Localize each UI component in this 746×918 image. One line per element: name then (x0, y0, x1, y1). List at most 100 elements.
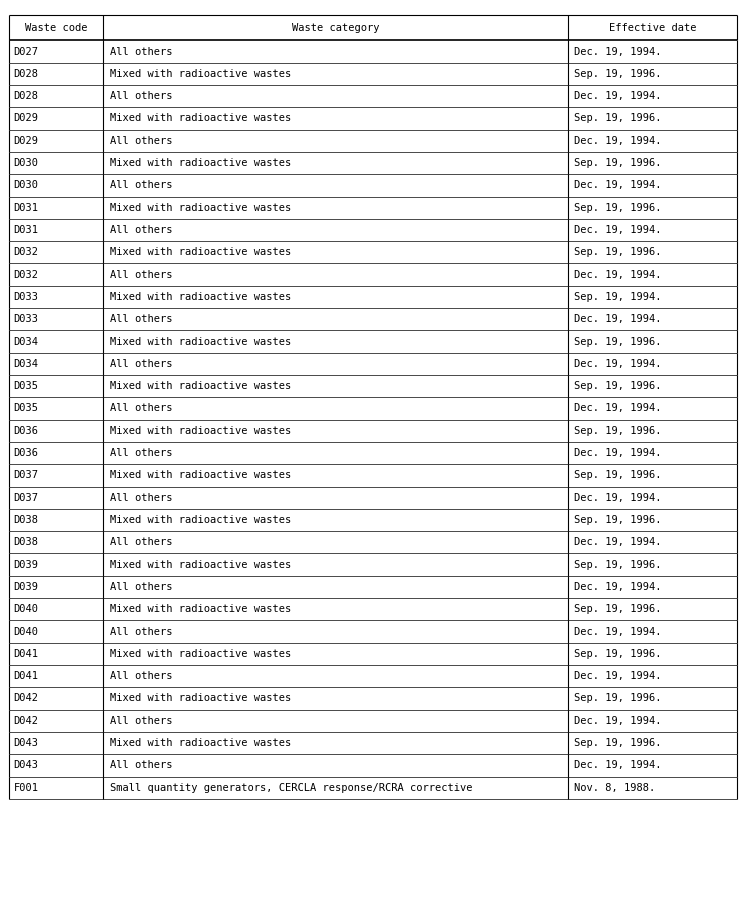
Text: Mixed with radioactive wastes: Mixed with radioactive wastes (110, 247, 292, 257)
Text: Nov. 8, 1988.: Nov. 8, 1988. (574, 783, 656, 792)
Text: Sep. 19, 1996.: Sep. 19, 1996. (574, 337, 662, 346)
Text: D039: D039 (13, 560, 39, 569)
Text: Sep. 19, 1996.: Sep. 19, 1996. (574, 158, 662, 168)
Text: D029: D029 (13, 136, 39, 146)
Text: Sep. 19, 1996.: Sep. 19, 1996. (574, 515, 662, 525)
Text: Sep. 19, 1996.: Sep. 19, 1996. (574, 114, 662, 123)
Text: All others: All others (110, 404, 173, 413)
Text: Dec. 19, 1994.: Dec. 19, 1994. (574, 716, 662, 726)
Text: D037: D037 (13, 493, 39, 503)
Text: All others: All others (110, 537, 173, 547)
Text: Mixed with radioactive wastes: Mixed with radioactive wastes (110, 693, 292, 703)
Text: All others: All others (110, 270, 173, 280)
Text: F001: F001 (13, 783, 39, 792)
Text: Dec. 19, 1994.: Dec. 19, 1994. (574, 314, 662, 324)
Text: D031: D031 (13, 225, 39, 235)
Text: D027: D027 (13, 47, 39, 57)
Text: D031: D031 (13, 203, 39, 213)
Text: D030: D030 (13, 181, 39, 190)
Text: Dec. 19, 1994.: Dec. 19, 1994. (574, 359, 662, 369)
Text: D039: D039 (13, 582, 39, 592)
Text: Mixed with radioactive wastes: Mixed with radioactive wastes (110, 203, 292, 213)
Text: D035: D035 (13, 404, 39, 413)
Text: D037: D037 (13, 470, 39, 480)
Text: D028: D028 (13, 91, 39, 101)
Text: D038: D038 (13, 515, 39, 525)
Text: Dec. 19, 1994.: Dec. 19, 1994. (574, 91, 662, 101)
Text: Sep. 19, 1996.: Sep. 19, 1996. (574, 426, 662, 436)
Text: Dec. 19, 1994.: Dec. 19, 1994. (574, 671, 662, 681)
Text: Mixed with radioactive wastes: Mixed with radioactive wastes (110, 426, 292, 436)
Text: D041: D041 (13, 671, 39, 681)
Text: All others: All others (110, 91, 173, 101)
Text: Mixed with radioactive wastes: Mixed with radioactive wastes (110, 604, 292, 614)
Text: Sep. 19, 1996.: Sep. 19, 1996. (574, 649, 662, 659)
Text: Dec. 19, 1994.: Dec. 19, 1994. (574, 225, 662, 235)
Text: D029: D029 (13, 114, 39, 123)
Text: D038: D038 (13, 537, 39, 547)
Text: Mixed with radioactive wastes: Mixed with radioactive wastes (110, 515, 292, 525)
Text: Mixed with radioactive wastes: Mixed with radioactive wastes (110, 69, 292, 79)
Text: D033: D033 (13, 314, 39, 324)
Text: Sep. 19, 1996.: Sep. 19, 1996. (574, 69, 662, 79)
Text: All others: All others (110, 627, 173, 636)
Text: All others: All others (110, 582, 173, 592)
Text: All others: All others (110, 314, 173, 324)
Text: Dec. 19, 1994.: Dec. 19, 1994. (574, 537, 662, 547)
Text: D033: D033 (13, 292, 39, 302)
Text: D043: D043 (13, 738, 39, 748)
Text: D040: D040 (13, 604, 39, 614)
Text: Dec. 19, 1994.: Dec. 19, 1994. (574, 404, 662, 413)
Text: Dec. 19, 1994.: Dec. 19, 1994. (574, 136, 662, 146)
Text: Sep. 19, 1996.: Sep. 19, 1996. (574, 203, 662, 213)
Text: D034: D034 (13, 359, 39, 369)
Text: D040: D040 (13, 627, 39, 636)
Text: Sep. 19, 1996.: Sep. 19, 1996. (574, 693, 662, 703)
Text: D028: D028 (13, 69, 39, 79)
Text: Waste code: Waste code (25, 23, 87, 32)
Text: Sep. 19, 1996.: Sep. 19, 1996. (574, 470, 662, 480)
Text: Dec. 19, 1994.: Dec. 19, 1994. (574, 760, 662, 770)
Text: D032: D032 (13, 270, 39, 280)
Text: All others: All others (110, 760, 173, 770)
Text: All others: All others (110, 225, 173, 235)
Text: All others: All others (110, 448, 173, 458)
Text: Dec. 19, 1994.: Dec. 19, 1994. (574, 270, 662, 280)
Text: Mixed with radioactive wastes: Mixed with radioactive wastes (110, 470, 292, 480)
Text: D036: D036 (13, 426, 39, 436)
Text: D041: D041 (13, 649, 39, 659)
Text: All others: All others (110, 181, 173, 190)
Text: Dec. 19, 1994.: Dec. 19, 1994. (574, 582, 662, 592)
Text: Mixed with radioactive wastes: Mixed with radioactive wastes (110, 560, 292, 569)
Text: All others: All others (110, 47, 173, 57)
Text: D043: D043 (13, 760, 39, 770)
Text: D042: D042 (13, 693, 39, 703)
Text: Sep. 19, 1996.: Sep. 19, 1996. (574, 381, 662, 391)
Text: Mixed with radioactive wastes: Mixed with radioactive wastes (110, 292, 292, 302)
Text: Dec. 19, 1994.: Dec. 19, 1994. (574, 47, 662, 57)
Text: Dec. 19, 1994.: Dec. 19, 1994. (574, 448, 662, 458)
Text: Mixed with radioactive wastes: Mixed with radioactive wastes (110, 649, 292, 659)
Text: Mixed with radioactive wastes: Mixed with radioactive wastes (110, 158, 292, 168)
Text: Sep. 19, 1996.: Sep. 19, 1996. (574, 247, 662, 257)
Text: Mixed with radioactive wastes: Mixed with radioactive wastes (110, 114, 292, 123)
Text: Sep. 19, 1996.: Sep. 19, 1996. (574, 604, 662, 614)
Text: All others: All others (110, 359, 173, 369)
Text: Dec. 19, 1994.: Dec. 19, 1994. (574, 181, 662, 190)
Text: Dec. 19, 1994.: Dec. 19, 1994. (574, 627, 662, 636)
Text: D036: D036 (13, 448, 39, 458)
Text: Dec. 19, 1994.: Dec. 19, 1994. (574, 493, 662, 503)
Text: Mixed with radioactive wastes: Mixed with radioactive wastes (110, 381, 292, 391)
Text: Waste category: Waste category (292, 23, 380, 32)
Text: All others: All others (110, 136, 173, 146)
Text: All others: All others (110, 716, 173, 726)
Text: Sep. 19, 1996.: Sep. 19, 1996. (574, 560, 662, 569)
Text: D035: D035 (13, 381, 39, 391)
Text: All others: All others (110, 493, 173, 503)
Text: D034: D034 (13, 337, 39, 346)
Text: Mixed with radioactive wastes: Mixed with radioactive wastes (110, 337, 292, 346)
Text: D042: D042 (13, 716, 39, 726)
Text: All others: All others (110, 671, 173, 681)
Text: Mixed with radioactive wastes: Mixed with radioactive wastes (110, 738, 292, 748)
Text: Sep. 19, 1996.: Sep. 19, 1996. (574, 738, 662, 748)
